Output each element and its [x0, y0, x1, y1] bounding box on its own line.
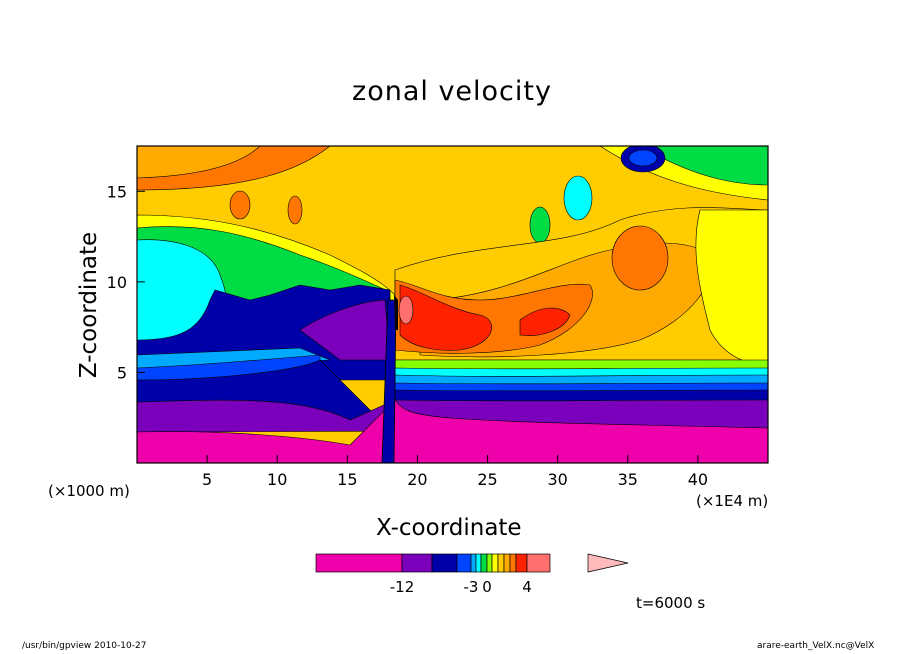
colorbar-swatch	[470, 553, 477, 573]
x-tick-label: 40	[688, 470, 708, 489]
x-tick-label: 20	[407, 470, 427, 489]
x-tick-label: 25	[477, 470, 497, 489]
y-axis-label: Z-coordinate	[76, 231, 102, 379]
colorbar-swatch	[315, 553, 403, 573]
x-axis-unit-left: (×1000 m)	[48, 482, 130, 500]
time-annotation: t=6000 s	[636, 594, 706, 612]
contour-orange-core	[611, 225, 669, 291]
colorbar-swatch	[526, 553, 551, 573]
colorbar-label: 4	[522, 578, 532, 596]
colorbar: -12 -3 0 4	[315, 553, 629, 596]
colorbar-swatch	[515, 553, 528, 573]
colorbar-label: -12	[390, 578, 415, 596]
colorbar-swatch	[456, 553, 472, 573]
footer-command: /usr/bin/gpview 2010-10-27	[22, 641, 147, 651]
colorbar-swatch	[480, 553, 488, 573]
contour-salmon-core	[398, 295, 414, 325]
colorbar-label: 0	[482, 578, 492, 596]
contour-shear-line	[394, 295, 398, 330]
chart-title: zonal velocity	[352, 76, 552, 107]
y-tick-label: 15	[107, 182, 127, 201]
axis-ticks: 5 10 15 20 25 30 35 40 5 10 15	[107, 182, 708, 489]
colorbar-swatch	[503, 553, 511, 573]
y-tick-label: 5	[117, 363, 127, 382]
plot-frame	[136, 145, 769, 464]
colorbar-swatch	[431, 553, 458, 573]
colorbar-swatch	[475, 553, 482, 573]
colorbar-label: -3	[464, 578, 479, 596]
contour-cyan-blob	[563, 175, 593, 221]
x-axis-label: X-coordinate	[376, 515, 522, 541]
colorbar-end-arrow	[587, 553, 629, 573]
colorbar-swatch	[401, 553, 433, 573]
x-tick-label: 5	[202, 470, 212, 489]
x-tick-label: 10	[267, 470, 287, 489]
footer-source: arare-earth_VelX.nc@VelX	[757, 641, 875, 651]
colorbar-swatch	[486, 553, 493, 573]
contour-field	[137, 146, 768, 463]
x-tick-label: 35	[618, 470, 638, 489]
contour-red-core	[399, 284, 492, 351]
contour-magenta-band	[137, 399, 768, 463]
colorbar-swatch	[497, 553, 505, 573]
x-tick-label: 15	[337, 470, 357, 489]
colorbar-swatch	[491, 553, 499, 573]
x-tick-label: 30	[547, 470, 567, 489]
x-axis-unit-right: (×1E4 m)	[696, 492, 769, 510]
y-tick-label: 10	[107, 273, 127, 292]
colorbar-swatch	[509, 553, 517, 573]
